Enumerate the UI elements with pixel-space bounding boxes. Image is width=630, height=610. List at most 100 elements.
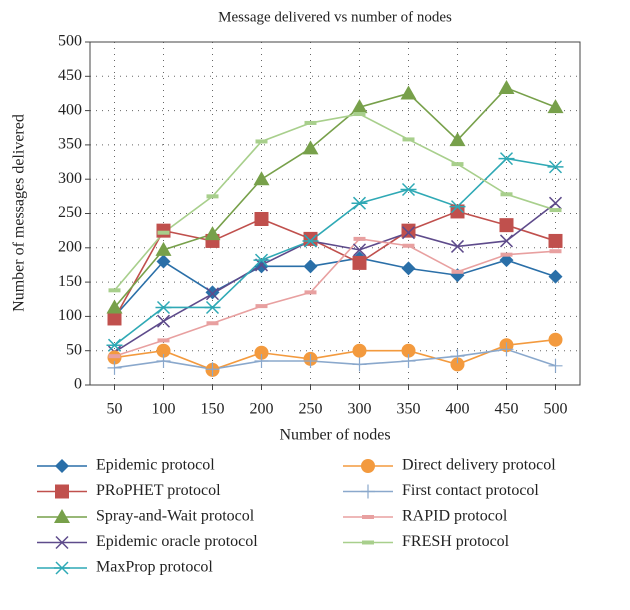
marker	[155, 241, 172, 256]
x-tick-label: 200	[250, 401, 274, 418]
marker	[499, 218, 514, 233]
marker	[402, 137, 415, 142]
marker	[353, 112, 366, 117]
marker	[499, 342, 514, 357]
x-tick-label: 50	[107, 401, 123, 418]
marker	[54, 509, 70, 523]
marker	[302, 234, 319, 248]
legend-label: FRESH protocol	[402, 533, 510, 550]
marker	[303, 353, 318, 368]
y-tick-label: 150	[58, 273, 82, 290]
marker	[205, 287, 220, 301]
x-axis-label: Number of nodes	[279, 427, 390, 444]
marker	[451, 269, 464, 274]
y-tick-label: 200	[58, 238, 82, 255]
marker	[548, 269, 563, 284]
marker	[362, 540, 374, 545]
marker	[401, 261, 416, 276]
series-line	[113, 257, 556, 317]
marker	[498, 79, 515, 94]
marker	[253, 253, 270, 267]
marker	[156, 314, 171, 328]
series-line	[113, 210, 556, 319]
marker	[157, 230, 170, 235]
marker	[450, 239, 465, 253]
y-tick-label: 0	[74, 376, 82, 393]
marker	[156, 254, 171, 269]
legend-label: Epidemic protocol	[96, 457, 215, 474]
marker	[303, 259, 318, 274]
marker	[401, 223, 416, 238]
y-tick-label: 500	[58, 33, 82, 50]
marker	[351, 196, 368, 210]
marker	[155, 300, 172, 315]
chart-title: Message delivered vs number of nodes	[218, 9, 452, 25]
marker	[106, 338, 123, 352]
y-axis-label: Number of messages delivered	[11, 114, 28, 312]
marker	[54, 561, 70, 575]
marker	[548, 196, 563, 210]
marker	[549, 208, 562, 213]
marker	[449, 200, 466, 214]
marker	[254, 258, 269, 272]
marker	[353, 236, 366, 241]
marker	[55, 535, 69, 550]
marker	[254, 259, 269, 274]
marker	[499, 234, 514, 248]
marker	[304, 120, 317, 125]
marker	[204, 300, 221, 315]
marker	[500, 192, 513, 197]
marker	[500, 252, 513, 257]
x-tick-label: 300	[348, 401, 372, 418]
marker	[204, 226, 221, 241]
x-tick-label: 500	[544, 401, 568, 418]
marker	[254, 211, 269, 226]
y-tick-label: 350	[58, 136, 82, 153]
marker	[548, 332, 563, 347]
legend-label: PRoPHET protocol	[96, 482, 221, 499]
marker	[157, 338, 170, 343]
marker	[302, 140, 319, 155]
marker	[547, 99, 564, 114]
plot-frame	[89, 41, 581, 386]
series-line	[114, 238, 556, 357]
marker	[450, 204, 465, 219]
marker	[401, 343, 416, 358]
y-tick-label: 300	[58, 170, 82, 187]
marker	[206, 321, 219, 326]
marker	[400, 85, 417, 100]
legend-label: MaxProp protocol	[96, 559, 213, 576]
marker	[206, 194, 219, 199]
legend-label: Direct delivery protocol	[402, 457, 556, 474]
x-tick-label: 450	[495, 401, 519, 418]
marker	[255, 139, 268, 144]
x-tick-label: 100	[152, 401, 176, 418]
marker	[548, 358, 563, 373]
series-line	[114, 348, 556, 371]
marker	[451, 162, 464, 167]
marker	[108, 354, 121, 359]
y-tick-label: 100	[58, 307, 82, 324]
marker	[156, 223, 171, 238]
marker	[254, 353, 269, 368]
marker	[304, 290, 317, 295]
marker	[402, 243, 415, 248]
marker	[498, 152, 515, 166]
marker	[361, 484, 375, 499]
series-line	[114, 202, 556, 353]
marker	[55, 484, 69, 499]
legend-label: First contact protocol	[402, 482, 539, 499]
marker	[450, 357, 465, 372]
series-line	[114, 338, 556, 371]
marker	[156, 343, 171, 358]
marker	[361, 459, 375, 473]
x-tick-label: 350	[397, 401, 421, 418]
marker	[352, 243, 367, 257]
y-tick-label: 400	[58, 101, 82, 118]
series-line	[113, 87, 556, 309]
marker	[352, 357, 367, 372]
series-line	[114, 157, 556, 346]
marker	[253, 171, 270, 186]
